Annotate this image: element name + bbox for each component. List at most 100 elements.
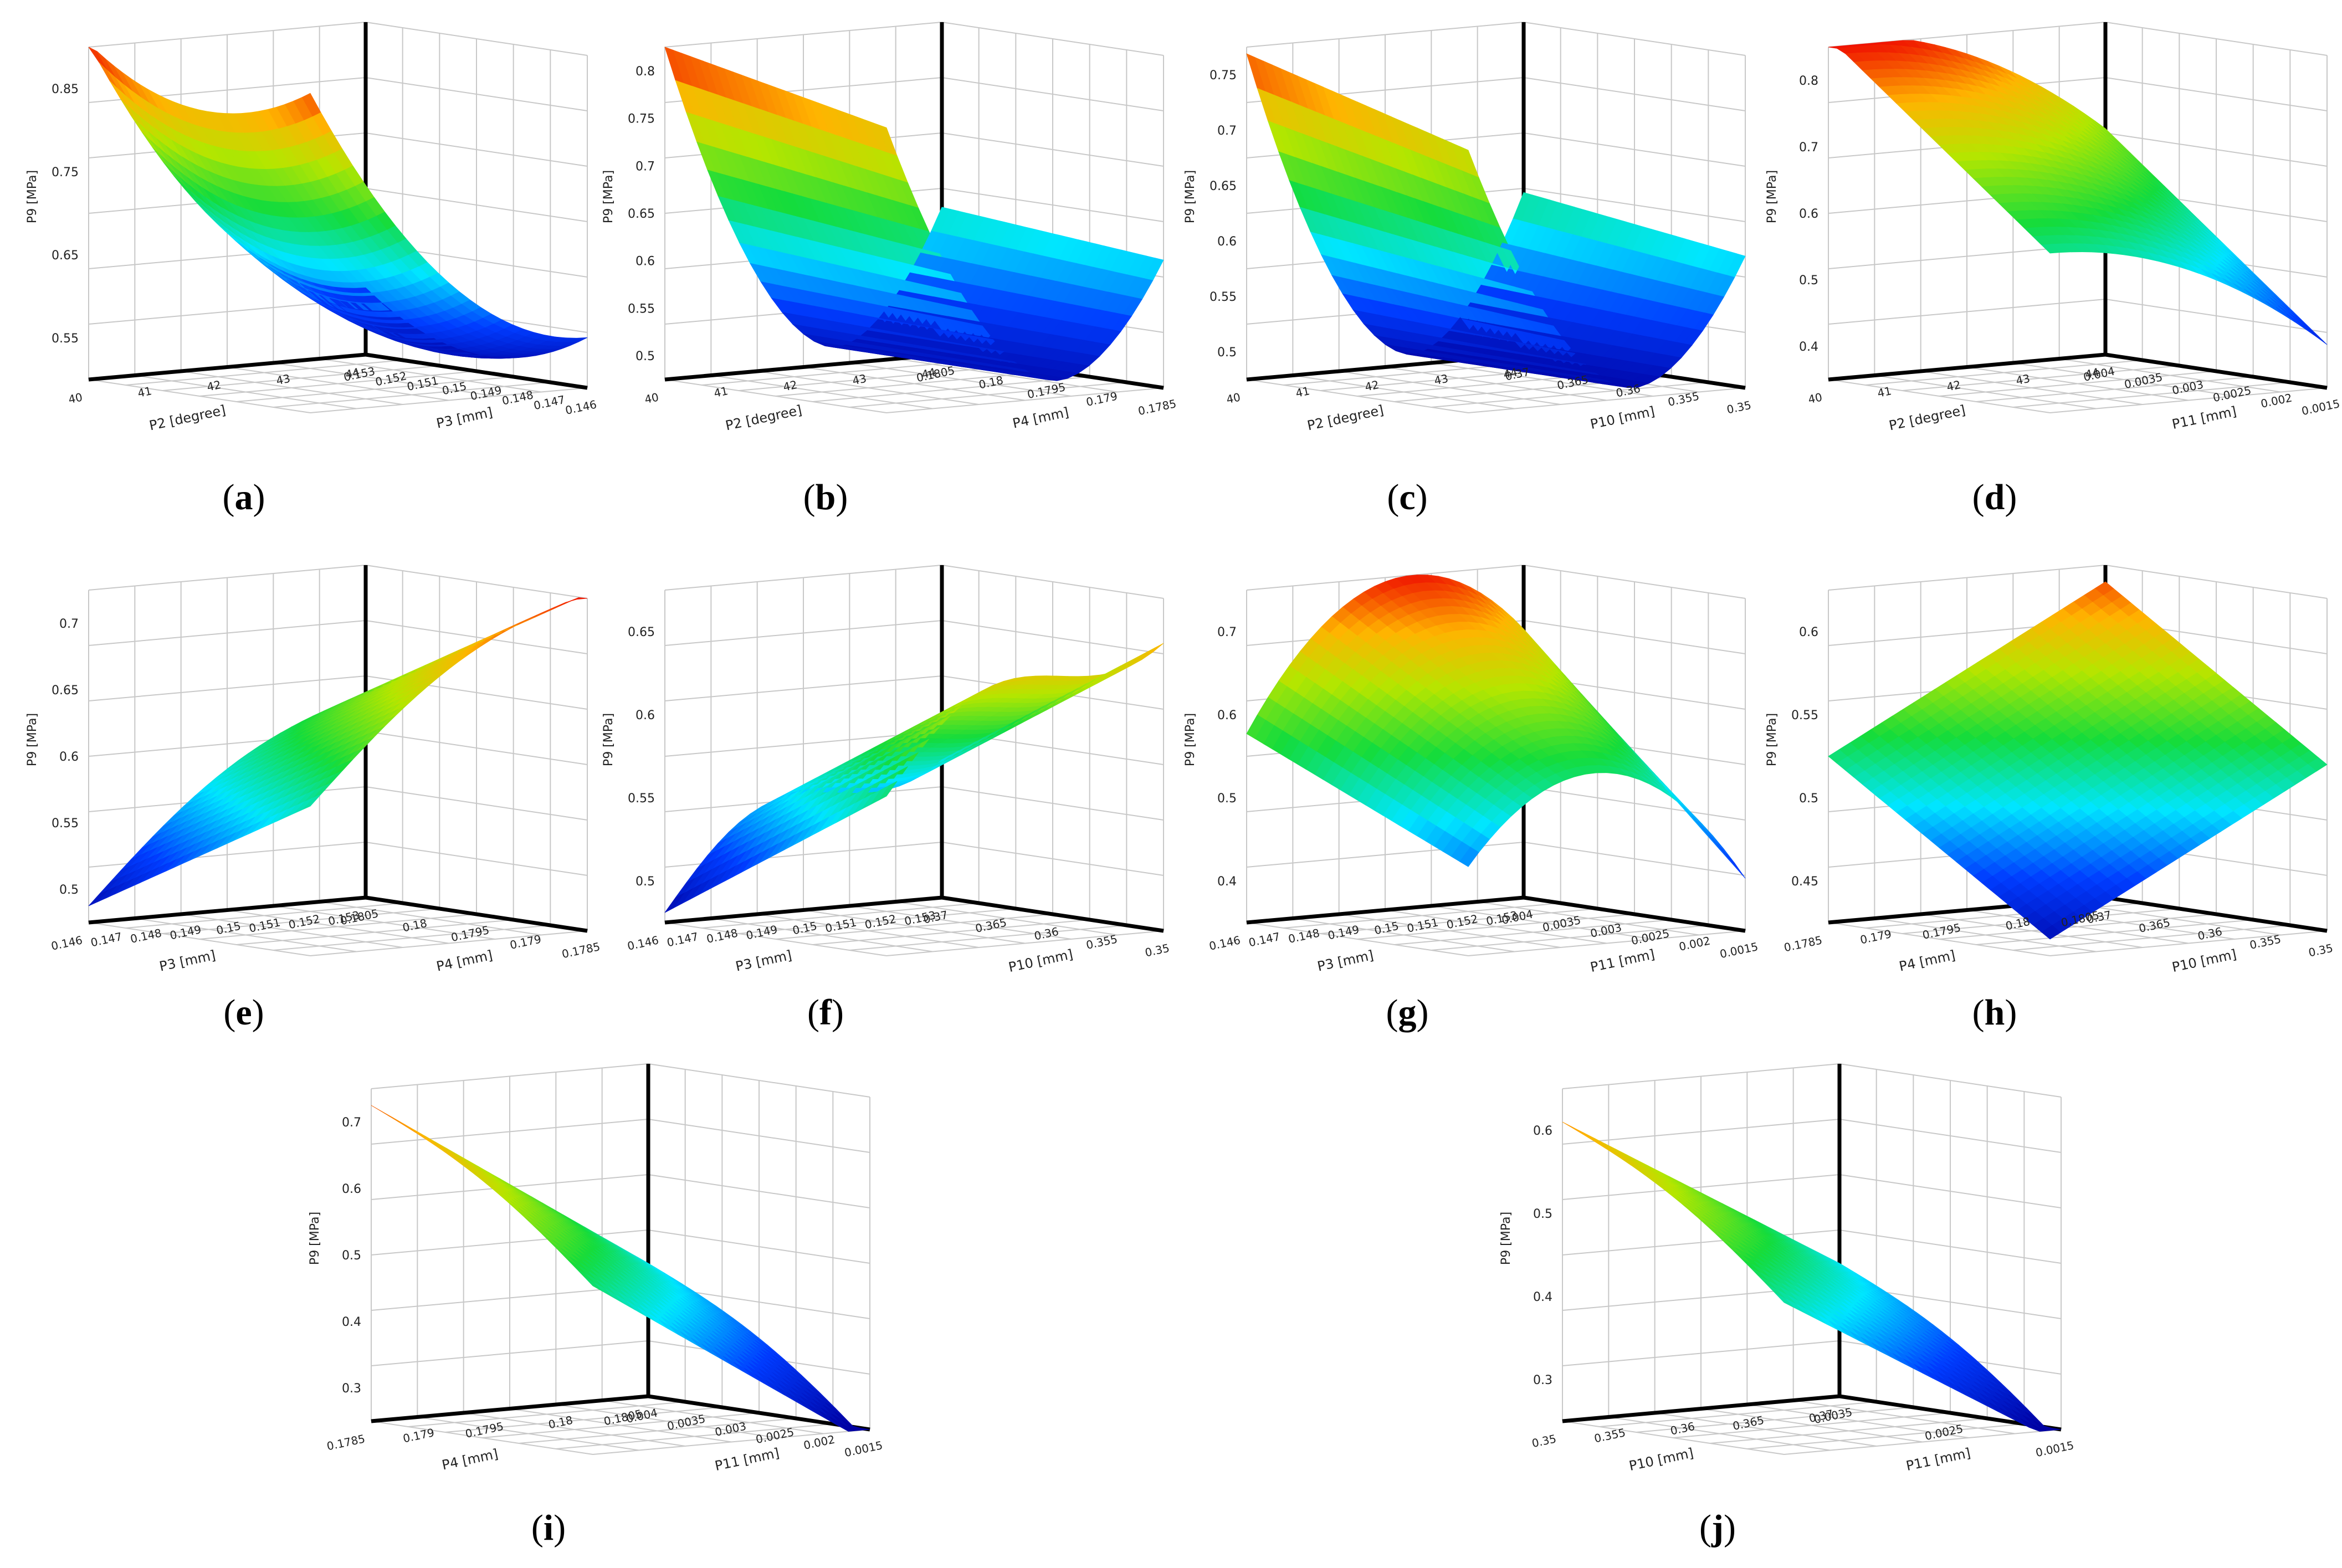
z-tick-label: 0.7 [1217, 124, 1237, 138]
grid-line [1468, 387, 1746, 413]
surface-patch [2288, 312, 2308, 329]
z-tick-label: 0.55 [52, 332, 79, 346]
grid-line [886, 930, 1164, 956]
panel-caption-c: (c) [1341, 476, 1474, 519]
caption-paren: ( [807, 992, 819, 1033]
z-axis-label: P9 [MPa] [602, 170, 616, 223]
y-tick-label: 0.18 [401, 916, 428, 935]
z-tick-label: 0.75 [52, 166, 79, 180]
y-tick-label: 0.355 [1667, 389, 1700, 408]
caption-paren: ) [253, 477, 265, 517]
y-axis-label: P11 [mm] [2171, 403, 2238, 432]
grid-line [2013, 382, 2290, 408]
caption-paren: ( [1387, 477, 1400, 517]
y-tick-label: 0.1785 [1137, 397, 1177, 418]
surface-patch [664, 893, 684, 913]
surface-mesh [1246, 53, 1746, 388]
x-tick-label: 0.146 [626, 933, 660, 952]
x-tick-label: 0.15 [791, 919, 818, 937]
z-tick-label: 0.65 [628, 207, 655, 221]
y-axis-label: P4 [mm] [1011, 404, 1070, 432]
z-tick-label: 0.75 [628, 112, 655, 126]
surface-mesh [664, 643, 1164, 913]
z-tick-label: 0.6 [636, 709, 655, 722]
y-tick-label: 0.146 [564, 397, 598, 417]
surface-plot-a: 0.55 0.65 0.75 0.85 40 41 42 43 44 0.153 0.152 0.15… [25, 0, 598, 476]
x-tick-label: 41 [1876, 384, 1893, 400]
z-tick-label: 0.7 [59, 617, 79, 631]
x-tick-label: 0.146 [50, 933, 84, 952]
z-axis-label: P9 [MPa] [1183, 170, 1197, 223]
z-axis-label: P9 [MPa] [1765, 170, 1779, 223]
surface-patch [1144, 643, 1164, 657]
x-axis-label: P3 [mm] [734, 947, 793, 975]
grid-line [1468, 930, 1746, 956]
x-tick-label: 42 [1364, 378, 1380, 394]
z-tick-label: 0.6 [1217, 235, 1237, 249]
surface-patch [1620, 385, 1639, 388]
z-tick-label: 0.55 [628, 302, 655, 316]
surface-plot-d: 0.4 0.5 0.6 0.7 0.8 40 41 42 43 44 0.004 0.0035 0.00… [1765, 0, 2341, 476]
y-tick-label: 0.148 [501, 388, 535, 407]
z-tick-label: 0.6 [1799, 207, 1818, 221]
z-tick-label: 0.65 [52, 684, 79, 698]
panel-caption-e: (e) [177, 992, 310, 1034]
grid-line [310, 387, 588, 413]
y-axis-line [941, 895, 1164, 933]
y-tick-label: 0.149 [469, 383, 503, 403]
y-tick-label: 0.0035 [2123, 370, 2164, 391]
x-tick-label: 42 [1945, 378, 1962, 394]
z-axis-label: P9 [MPa] [25, 713, 39, 766]
x-axis-line [664, 895, 942, 925]
z-tick-label: 0.8 [636, 65, 655, 79]
caption-letter: c [1399, 477, 1416, 517]
y-tick-label: 0.1785 [561, 940, 601, 961]
z-tick-label: 0.8 [1799, 74, 1818, 88]
z-tick-label: 0.55 [52, 817, 79, 831]
caption-paren: ( [1972, 477, 1985, 517]
z-axis-label: P9 [MPa] [25, 170, 39, 223]
z-axis-label: P9 [MPa] [602, 713, 616, 766]
z-tick-label: 0.5 [1217, 346, 1237, 360]
y-tick-label: 0.365 [974, 915, 1008, 935]
surface-plot-svg-b: 0.50.550.60.650.70.750.840 41 42 43 440.1805… [602, 22, 1177, 433]
y-tick-label: 0.147 [532, 393, 566, 412]
panel-caption-f: (f) [759, 992, 892, 1034]
grid-line [849, 925, 1127, 951]
x-tick-label: 41 [713, 384, 729, 400]
surface-plot-svg-d: 0.40.50.60.70.840 41 42 43 440.004 0.0035 0.00… [1765, 22, 2341, 433]
x-axis-label: P2 [degree] [1306, 402, 1385, 434]
y-axis-line [1523, 895, 1746, 933]
grid-line [273, 382, 551, 408]
y-tick-label: 0.179 [1085, 389, 1119, 408]
x-tick-label: 44 [2084, 365, 2100, 381]
y-tick-label: 0.35 [1725, 398, 1752, 417]
x-tick-label: 42 [206, 378, 222, 394]
panel-caption-a: (a) [177, 476, 310, 519]
y-tick-label: 0.152 [374, 369, 408, 388]
z-tick-label: 0.7 [636, 160, 655, 173]
y-tick-label: 0.15 [441, 380, 468, 398]
x-tick-label: 40 [1807, 390, 1823, 406]
x-tick-label: 0.147 [665, 930, 699, 949]
z-tick-label: 0.6 [59, 750, 79, 764]
y-axis-label: P10 [mm] [1589, 403, 1656, 432]
surface-patch [2308, 328, 2328, 345]
surface-plot-c: 0.5 0.55 0.6 0.65 0.7 0.75 40 41 42 43 44 0.37 0.365… [1183, 0, 1756, 476]
x-tick-label: 43 [1433, 372, 1449, 388]
surface-plot-g: 0.4 0.5 0.6 0.7 0.146 0.147 0.148 0.149 0.15 0.15… [1183, 543, 1759, 1019]
z-tick-label: 0.55 [628, 792, 655, 806]
grid-line [273, 925, 551, 951]
x-axis-line [664, 352, 942, 382]
z-tick-label: 0.65 [628, 626, 655, 639]
z-tick-label: 0.7 [1799, 141, 1818, 155]
z-tick-label: 0.5 [636, 875, 655, 889]
x-tick-label: 40 [67, 390, 84, 406]
caption-letter: f [819, 992, 832, 1033]
z-tick-label: 0.4 [1799, 340, 1818, 354]
y-tick-label: 0.179 [509, 932, 542, 951]
caption-paren: ) [831, 992, 844, 1033]
y-tick-label: 0.35 [1144, 941, 1171, 960]
surface-patch [1038, 378, 1057, 381]
